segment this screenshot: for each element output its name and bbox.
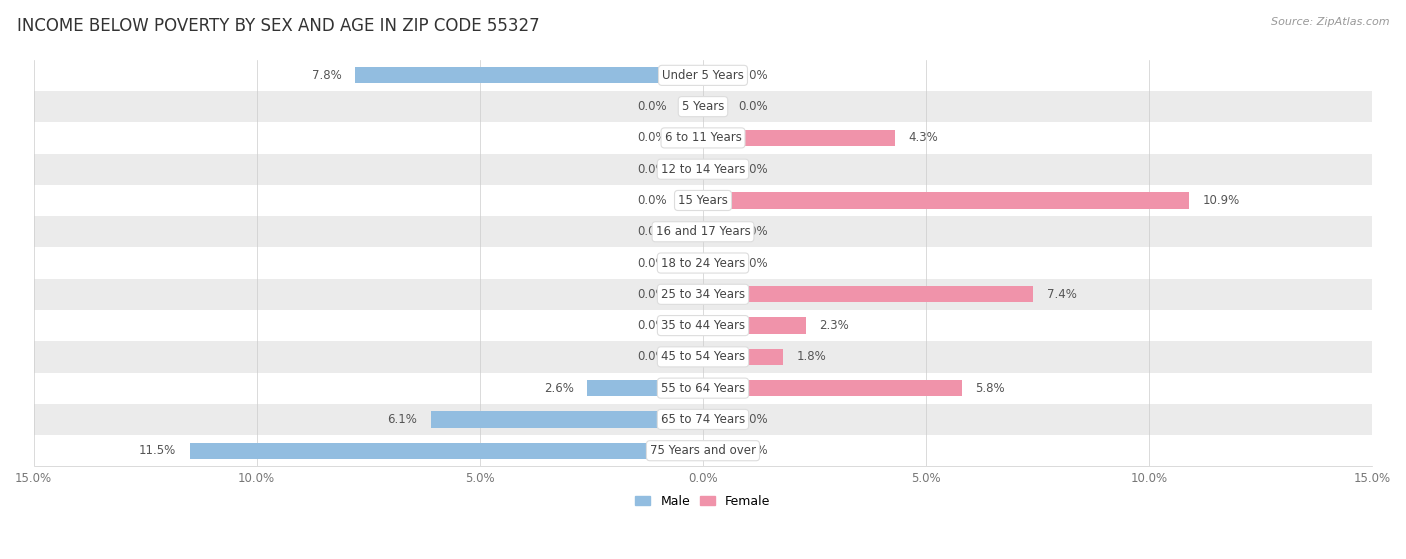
Text: 6 to 11 Years: 6 to 11 Years	[665, 131, 741, 144]
Text: 0.0%: 0.0%	[638, 100, 668, 113]
Bar	[34, 310, 1372, 341]
Text: 0.0%: 0.0%	[738, 100, 768, 113]
Text: 0.0%: 0.0%	[638, 288, 668, 301]
Text: 0.0%: 0.0%	[638, 319, 668, 332]
Text: 0.0%: 0.0%	[738, 413, 768, 426]
Bar	[354, 67, 703, 83]
Text: 0.0%: 0.0%	[738, 444, 768, 457]
Bar	[703, 380, 962, 396]
Bar	[681, 318, 703, 334]
Text: 0.0%: 0.0%	[638, 163, 668, 176]
Bar	[34, 91, 1372, 122]
Bar	[703, 224, 725, 240]
Bar	[34, 122, 1372, 154]
Bar	[703, 67, 725, 83]
Text: 6.1%: 6.1%	[388, 413, 418, 426]
Bar	[34, 435, 1372, 466]
Bar	[34, 372, 1372, 404]
Bar	[34, 154, 1372, 185]
Bar	[586, 380, 703, 396]
Bar	[430, 411, 703, 428]
Text: 0.0%: 0.0%	[738, 257, 768, 269]
Text: 35 to 44 Years: 35 to 44 Years	[661, 319, 745, 332]
Text: 7.8%: 7.8%	[312, 69, 342, 82]
Bar	[190, 443, 703, 459]
Text: 15 Years: 15 Years	[678, 194, 728, 207]
Text: 7.4%: 7.4%	[1046, 288, 1077, 301]
Text: 0.0%: 0.0%	[638, 350, 668, 363]
Text: 0.0%: 0.0%	[638, 225, 668, 238]
Bar	[34, 248, 1372, 279]
Text: INCOME BELOW POVERTY BY SEX AND AGE IN ZIP CODE 55327: INCOME BELOW POVERTY BY SEX AND AGE IN Z…	[17, 17, 540, 35]
Text: 4.3%: 4.3%	[908, 131, 938, 144]
Text: 55 to 64 Years: 55 to 64 Years	[661, 382, 745, 395]
Legend: Male, Female: Male, Female	[630, 490, 776, 513]
Text: Under 5 Years: Under 5 Years	[662, 69, 744, 82]
Bar	[681, 349, 703, 365]
Bar	[703, 349, 783, 365]
Text: 1.8%: 1.8%	[797, 350, 827, 363]
Bar	[681, 98, 703, 115]
Bar	[703, 130, 894, 146]
Text: 0.0%: 0.0%	[638, 131, 668, 144]
Bar	[34, 60, 1372, 91]
Bar	[34, 216, 1372, 248]
Bar	[703, 411, 725, 428]
Text: 10.9%: 10.9%	[1204, 194, 1240, 207]
Bar	[34, 279, 1372, 310]
Text: 0.0%: 0.0%	[638, 257, 668, 269]
Bar	[681, 224, 703, 240]
Bar	[703, 255, 725, 271]
Text: 5.8%: 5.8%	[976, 382, 1005, 395]
Text: 0.0%: 0.0%	[638, 194, 668, 207]
Bar	[703, 98, 725, 115]
Bar	[681, 286, 703, 302]
Text: 2.6%: 2.6%	[544, 382, 574, 395]
Text: 5 Years: 5 Years	[682, 100, 724, 113]
Bar	[681, 192, 703, 209]
Bar	[703, 318, 806, 334]
Bar	[681, 161, 703, 177]
Bar	[34, 341, 1372, 372]
Bar	[34, 404, 1372, 435]
Bar	[703, 443, 725, 459]
Text: Source: ZipAtlas.com: Source: ZipAtlas.com	[1271, 17, 1389, 27]
Text: 0.0%: 0.0%	[738, 163, 768, 176]
Text: 18 to 24 Years: 18 to 24 Years	[661, 257, 745, 269]
Bar	[681, 130, 703, 146]
Bar	[703, 161, 725, 177]
Text: 12 to 14 Years: 12 to 14 Years	[661, 163, 745, 176]
Text: 25 to 34 Years: 25 to 34 Years	[661, 288, 745, 301]
Bar	[703, 286, 1033, 302]
Text: 11.5%: 11.5%	[139, 444, 176, 457]
Text: 0.0%: 0.0%	[738, 69, 768, 82]
Text: 45 to 54 Years: 45 to 54 Years	[661, 350, 745, 363]
Bar	[703, 192, 1189, 209]
Text: 75 Years and over: 75 Years and over	[650, 444, 756, 457]
Text: 65 to 74 Years: 65 to 74 Years	[661, 413, 745, 426]
Bar	[34, 185, 1372, 216]
Text: 16 and 17 Years: 16 and 17 Years	[655, 225, 751, 238]
Bar	[681, 255, 703, 271]
Text: 0.0%: 0.0%	[738, 225, 768, 238]
Text: 2.3%: 2.3%	[820, 319, 849, 332]
